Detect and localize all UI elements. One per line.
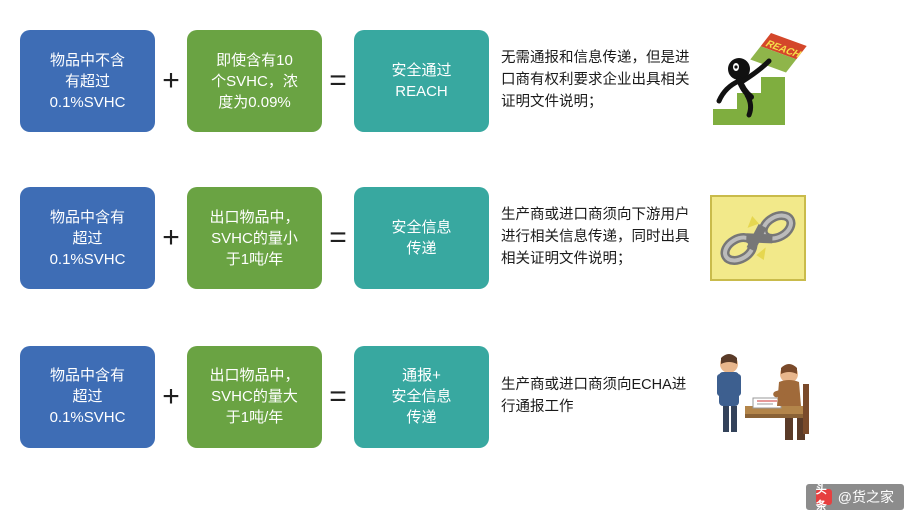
result-box: 安全信息传递 [354, 187, 489, 289]
description-text: 生产商或进口商须向ECHA进行通报工作 [501, 375, 696, 419]
equals-operator: = [322, 221, 354, 255]
description-text: 无需通报和信息传递，但是进口商有权利要求企业出具相关证明文件说明； [501, 48, 696, 113]
chain-icon [700, 188, 815, 288]
condition-box-mid: 出口物品中，SVHC的量小于1吨/年 [187, 187, 322, 289]
plus-operator: + [155, 221, 187, 255]
condition-box-left: 物品中含有超过0.1%SVHC [20, 187, 155, 289]
plus-operator: + [155, 64, 187, 98]
equals-operator: = [322, 380, 354, 414]
equals-operator: = [322, 64, 354, 98]
toutiao-icon: 头条 [816, 489, 832, 505]
result-box: 通报+安全信息传递 [354, 346, 489, 448]
plus-operator: + [155, 380, 187, 414]
condition-box-left: 物品中含有超过0.1%SVHC [20, 346, 155, 448]
watermark: 头条 @货之家 [806, 484, 904, 510]
description-text: 生产商或进口商须向下游用户进行相关信息传递，同时出具相关证明文件说明； [501, 205, 696, 270]
condition-box-mid: 出口物品中，SVHC的量大于1吨/年 [187, 346, 322, 448]
watermark-handle: @货之家 [838, 487, 894, 507]
condition-box-left: 物品中不含有超过0.1%SVHC [20, 30, 155, 132]
flow-row: 物品中含有超过0.1%SVHC + 出口物品中，SVHC的量小于1吨/年 = 安… [20, 187, 908, 289]
flow-row: 物品中含有超过0.1%SVHC + 出口物品中，SVHC的量大于1吨/年 = 通… [20, 344, 908, 449]
reach-icon: REACH [700, 31, 815, 131]
condition-box-mid: 即使含有10个SVHC，浓度为0.09% [187, 30, 322, 132]
flow-row: 物品中不含有超过0.1%SVHC + 即使含有10个SVHC，浓度为0.09% … [20, 30, 908, 132]
result-box: 安全通过REACH [354, 30, 489, 132]
meeting-icon [700, 344, 815, 449]
